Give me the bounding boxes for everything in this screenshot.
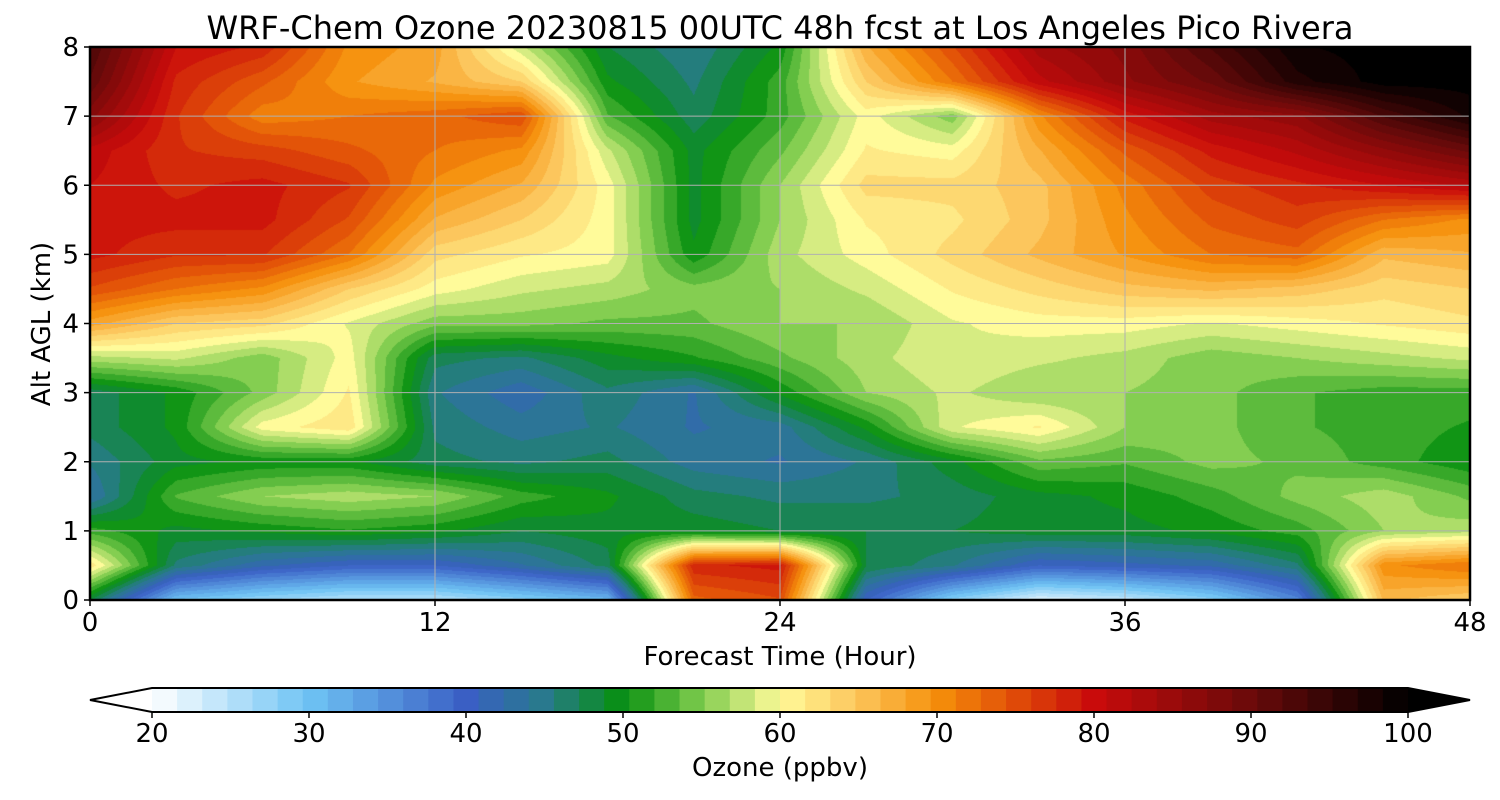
colorbar-extend-low: [90, 688, 152, 712]
colorbar-segment: [1081, 688, 1108, 712]
colorbar-segment: [302, 688, 329, 712]
y-tick-label: 2: [62, 448, 79, 478]
colorbar-segment: [152, 688, 178, 712]
colorbar-segment: [1031, 688, 1057, 712]
colorbar-segment: [503, 688, 530, 712]
colorbar-extend-high: [1408, 688, 1470, 712]
y-tick-label: 5: [62, 240, 79, 270]
x-tick-label: 36: [1108, 608, 1141, 638]
x-tick-label: 48: [1453, 608, 1486, 638]
colorbar-segment: [1257, 688, 1283, 712]
colorbar-segment: [553, 688, 580, 712]
colorbar-tick-label: 60: [763, 719, 796, 749]
colorbar-segment: [1181, 688, 1208, 712]
colorbar-segment: [679, 688, 706, 712]
y-tick-label: 7: [62, 102, 79, 132]
y-tick-label: 1: [62, 517, 79, 547]
colorbar-segment: [629, 688, 655, 712]
colorbar-tick-label: 90: [1234, 719, 1267, 749]
y-axis-label: Alt AGL (km): [27, 242, 57, 406]
colorbar-segment: [704, 688, 731, 712]
x-axis-ticks: 0 12 24 36 48: [82, 600, 1487, 638]
colorbar-segment: [428, 688, 455, 712]
colorbar-segment: [1232, 688, 1258, 712]
colorbar-segment: [252, 688, 279, 712]
colorbar-segment: [780, 688, 806, 712]
x-tick-label: 12: [418, 608, 451, 638]
colorbar-ticks: 20 30 40 50 60 70 80 90 100: [135, 712, 1433, 749]
colorbar-segment: [579, 688, 605, 712]
y-tick-label: 0: [62, 586, 79, 616]
colorbar-segment: [1006, 688, 1032, 712]
colorbar-segment: [729, 688, 756, 712]
colorbar-segment: [805, 688, 831, 712]
y-tick-label: 4: [62, 310, 79, 340]
colorbar-tick-label: 80: [1077, 719, 1110, 749]
colorbar-segment: [177, 688, 203, 712]
colorbar-tick-label: 30: [292, 719, 325, 749]
colorbar-segment: [1106, 688, 1133, 712]
colorbar-segment: [1357, 688, 1384, 712]
colorbar-segment: [855, 688, 882, 712]
colorbar-segment: [980, 688, 1007, 712]
colorbar-label: Ozone (ppbv): [692, 753, 868, 783]
colorbar-segment: [754, 688, 781, 712]
colorbar-segment: [880, 688, 907, 712]
colorbar-segment: [1056, 688, 1083, 712]
colorbar-segment: [1332, 688, 1359, 712]
colorbar-segment: [202, 688, 228, 712]
y-tick-label: 8: [62, 33, 79, 63]
colorbar: [89, 687, 1471, 713]
colorbar-segment: [378, 688, 404, 712]
colorbar-segment: [1307, 688, 1334, 712]
x-axis-label: Forecast Time (Hour): [643, 642, 916, 672]
colorbar-tick-label: 50: [606, 719, 639, 749]
colorbar-segment: [1382, 688, 1409, 712]
colorbar-tick-label: 100: [1383, 719, 1433, 749]
colorbar-tick-label: 40: [449, 719, 482, 749]
colorbar-tick-label: 70: [920, 719, 953, 749]
colorbar-segment: [654, 688, 681, 712]
colorbar-segment: [327, 688, 354, 712]
colorbar-segment: [227, 688, 254, 712]
x-tick-label: 24: [763, 608, 796, 638]
colorbar-segment: [604, 688, 630, 712]
colorbar-tick-label: 20: [135, 719, 168, 749]
colorbar-segment: [403, 688, 429, 712]
x-tick-label: 0: [82, 608, 99, 638]
colorbar-segment: [955, 688, 982, 712]
y-axis-ticks: 0 1 2 3 4 5 6 7 8: [62, 33, 90, 616]
colorbar-segment: [1156, 688, 1183, 712]
colorbar-segment: [528, 688, 555, 712]
colorbar-segment: [478, 688, 505, 712]
y-tick-label: 3: [62, 379, 79, 409]
colorbar-segment: [1207, 688, 1233, 712]
colorbar-segment: [352, 688, 379, 712]
chart-title: WRF-Chem Ozone 20230815 00UTC 48h fcst a…: [207, 9, 1354, 47]
colorbar-segment: [905, 688, 932, 712]
y-tick-label: 6: [62, 171, 79, 201]
colorbar-segment: [930, 688, 957, 712]
colorbar-segment: [453, 688, 480, 712]
colorbar-segment: [1282, 688, 1309, 712]
colorbar-segment: [830, 688, 856, 712]
colorbar-segment: [1131, 688, 1158, 712]
colorbar-segment: [277, 688, 304, 712]
